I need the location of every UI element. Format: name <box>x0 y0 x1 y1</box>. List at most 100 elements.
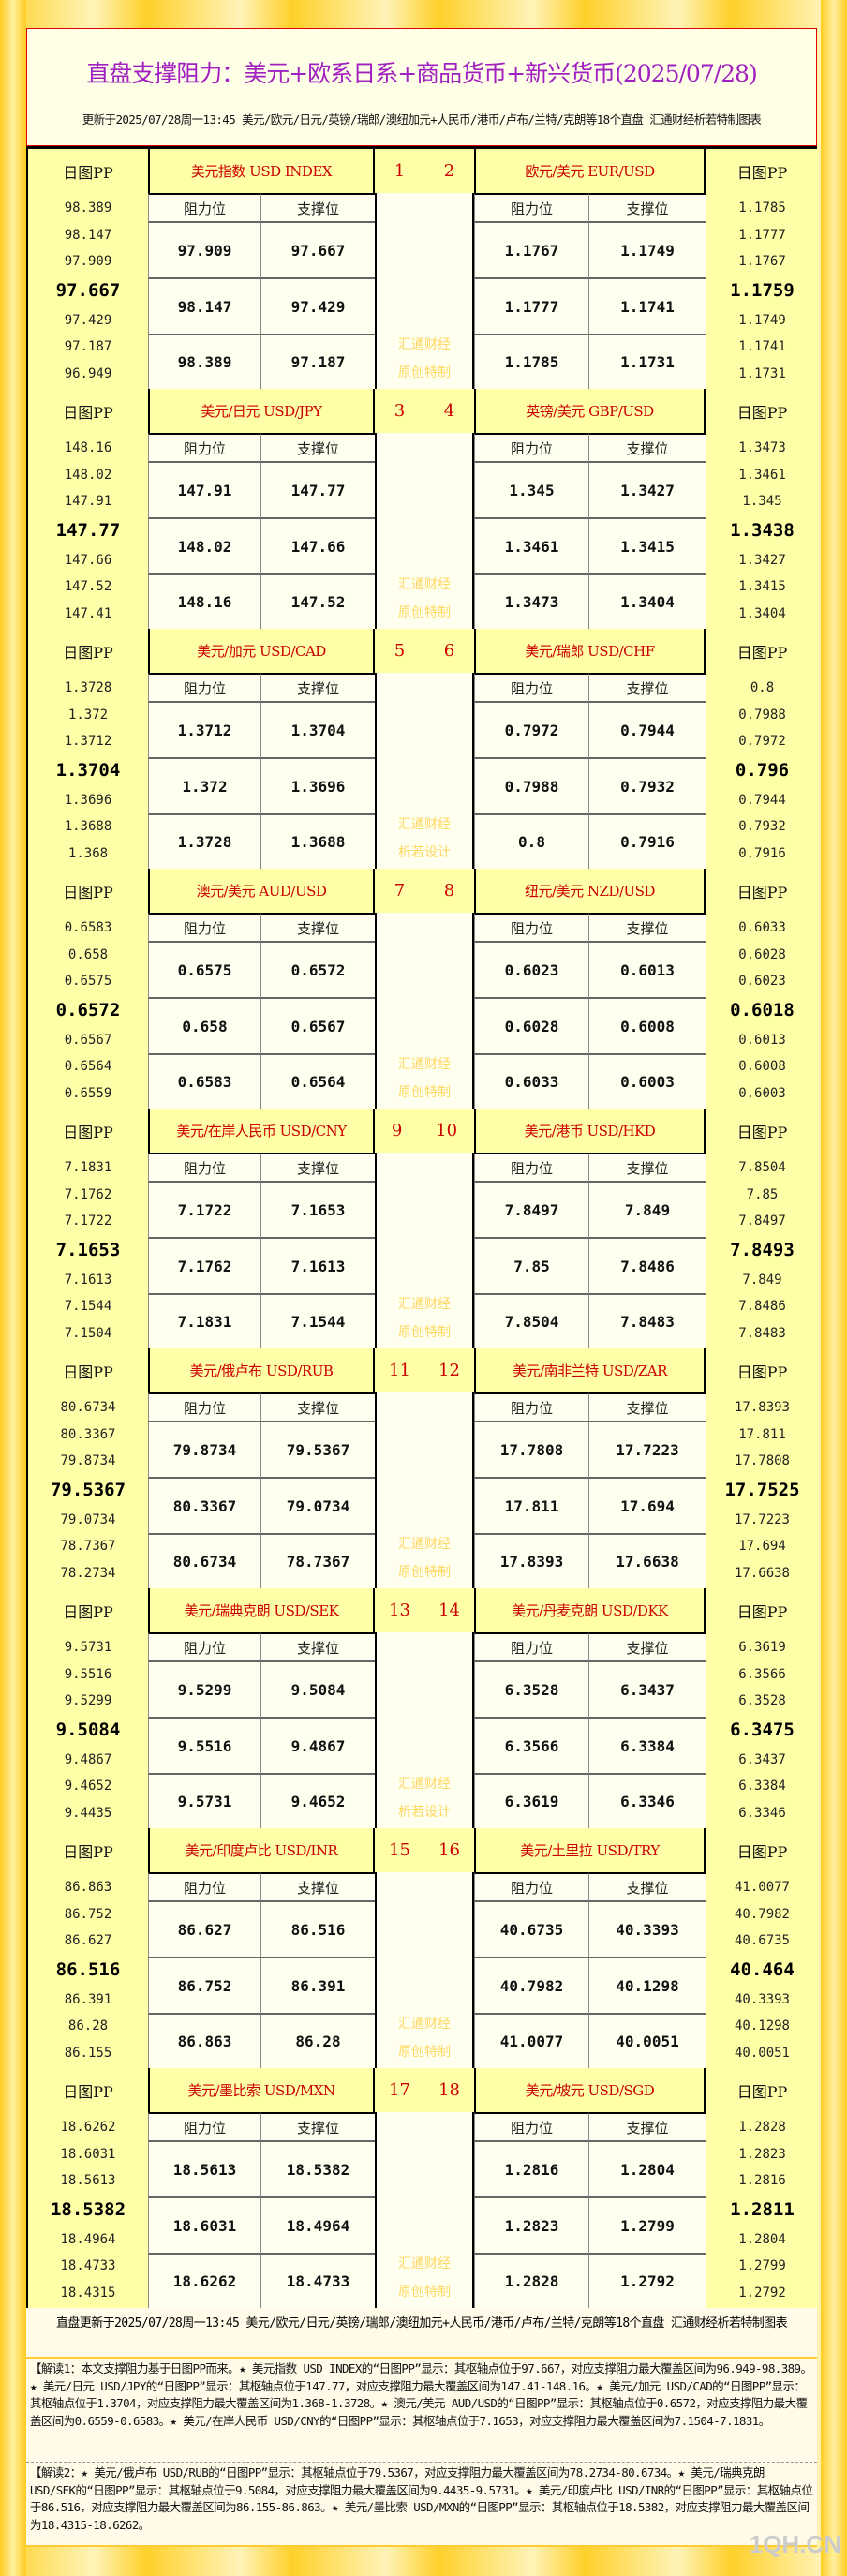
pp-level: 0.6559 <box>64 1085 112 1101</box>
pair-title: 英镑/美元 GBP/USD <box>474 389 706 433</box>
pair-title: 美元/南非兰特 USD/ZAR <box>474 1348 706 1392</box>
support-label: 支撑位 <box>588 913 706 941</box>
pair-title: 美元/俄卢布 USD/RUB <box>148 1348 375 1392</box>
pair-title: 欧元/美元 EUR/USD <box>474 149 706 193</box>
resistance-value: 0.7972 <box>474 701 588 757</box>
pp-level: 80.6734 <box>60 1400 116 1416</box>
resistance-value: 9.5516 <box>148 1717 260 1773</box>
pair-block: 日图PP 美元/瑞典克朗 USD/SEK 13 14 美元/丹麦克朗 USD/DKK 日图… <box>26 1586 819 1828</box>
pp-header: 日图PP <box>706 1109 819 1153</box>
pair-numbers: 9 10 <box>375 1109 474 1153</box>
resistance-label: 阻力位 <box>148 2112 260 2140</box>
pp-level: 7.1544 <box>64 1299 112 1315</box>
pivot-point: 147.77 <box>55 520 121 542</box>
support-value: 40.3393 <box>588 1900 706 1957</box>
support-value: 18.4964 <box>260 2196 375 2253</box>
resistance-value: 17.811 <box>474 1477 588 1533</box>
pp-level: 1.3696 <box>64 792 112 808</box>
resistance-value: 97.909 <box>148 221 260 277</box>
pp-header: 日图PP <box>706 869 819 913</box>
pp-level: 97.187 <box>64 339 112 355</box>
support-value: 0.6013 <box>588 941 706 997</box>
pp-level: 1.1785 <box>738 201 786 216</box>
support-value: 7.1653 <box>260 1181 375 1237</box>
pp-level: 7.1613 <box>64 1272 112 1288</box>
pair-block: 日图PP 美元/墨比索 USD/MXN 17 18 美元/坡元 USD/SGD 日图PP 1… <box>26 2065 819 2308</box>
support-value: 9.4652 <box>260 1773 375 1828</box>
pp-level: 0.6023 <box>738 974 786 990</box>
support-value: 78.7367 <box>260 1533 375 1588</box>
pair-number: 11 <box>389 1361 410 1380</box>
watermark-line: 析若设计 <box>398 1805 451 1820</box>
pair-number: 8 <box>443 881 455 901</box>
watermark: 汇通财经 析若设计 <box>375 1632 474 1828</box>
pp-level: 6.3528 <box>738 1693 786 1709</box>
pp-header: 日图PP <box>706 1348 819 1392</box>
pair-number: 18 <box>438 2080 460 2100</box>
support-label: 支撑位 <box>588 1392 706 1421</box>
pp-level: 6.3566 <box>738 1666 786 1682</box>
watermark: 汇通财经 原创特制 <box>375 193 474 389</box>
watermark-line: 原创特制 <box>398 1565 451 1580</box>
page-title: 直盘支撑阻力：美元+欧系日系+商品货币+新兴货币(2025/07/28) <box>86 60 757 87</box>
pair-numbers: 17 18 <box>375 2068 474 2112</box>
support-label: 支撑位 <box>260 1872 375 1900</box>
support-value: 86.516 <box>260 1900 375 1957</box>
pp-level: 41.0077 <box>734 1880 790 1896</box>
pp-level: 17.7223 <box>734 1511 790 1527</box>
pp-level: 0.6003 <box>738 1085 786 1101</box>
resistance-value: 1.3473 <box>474 573 588 629</box>
support-label: 支撑位 <box>260 1153 375 1181</box>
support-value: 7.8486 <box>588 1237 706 1293</box>
pp-header: 日图PP <box>706 2068 819 2112</box>
resistance-label: 阻力位 <box>474 1153 588 1181</box>
pp-level: 1.2816 <box>738 2173 786 2189</box>
watermark-line: 汇通财经 <box>398 2256 451 2271</box>
pair-number: 3 <box>394 401 406 421</box>
pp-level: 78.7367 <box>60 1539 116 1555</box>
resistance-value: 7.1762 <box>148 1237 260 1293</box>
resistance-value: 7.8497 <box>474 1181 588 1237</box>
pp-values: 1.2828 1.2823 1.2816 1.2811 1.2804 1.2799 1.27… <box>706 2112 819 2308</box>
pivot-point: 86.516 <box>55 1959 121 1981</box>
resistance-value: 1.1767 <box>474 221 588 277</box>
resistance-value: 80.3367 <box>148 1477 260 1533</box>
resistance-value: 9.5731 <box>148 1773 260 1828</box>
pivot-point: 7.8493 <box>730 1240 795 1261</box>
pair-title: 美元/土里拉 USD/TRY <box>474 1828 706 1872</box>
resistance-value: 1.2816 <box>474 2140 588 2196</box>
resistance-value: 41.0077 <box>474 2013 588 2068</box>
pivot-point: 40.464 <box>730 1959 795 1981</box>
site-watermark-logo: 1QH.CN <box>749 2530 841 2558</box>
support-value: 0.7932 <box>588 757 706 813</box>
pp-level: 96.949 <box>64 365 112 381</box>
pivot-point: 97.667 <box>55 280 121 302</box>
pair-number: 10 <box>436 1121 458 1140</box>
pivot-tables: 日图PP 美元指数 USD INDEX 1 2 欧元/美元 EUR/USD 日图PP 98.… <box>26 146 819 2308</box>
support-value: 7.849 <box>588 1181 706 1237</box>
watermark: 汇通财经 原创特制 <box>375 1392 474 1588</box>
pair-title: 美元/加元 USD/CAD <box>148 629 375 673</box>
support-value: 17.694 <box>588 1477 706 1533</box>
pp-level: 148.02 <box>64 467 112 483</box>
pp-header: 日图PP <box>706 389 819 433</box>
pp-level: 86.28 <box>67 2018 109 2034</box>
resistance-label: 阻力位 <box>474 1632 588 1660</box>
pp-level: 40.1298 <box>734 2018 790 2034</box>
pp-level: 80.3367 <box>60 1426 116 1442</box>
pivot-point: 79.5367 <box>50 1480 126 1501</box>
pp-level: 148.16 <box>64 440 112 456</box>
pair-numbers: 11 12 <box>375 1348 474 1392</box>
pp-header: 日图PP <box>28 1828 148 1872</box>
pp-level: 0.6575 <box>64 974 112 990</box>
frame-right <box>821 0 847 2576</box>
resistance-label: 阻力位 <box>148 1153 260 1181</box>
pivot-point: 9.5084 <box>55 1720 121 1741</box>
watermark-line: 原创特制 <box>398 1085 451 1100</box>
support-value: 0.6572 <box>260 941 375 997</box>
watermark-line: 汇通财经 <box>398 1777 451 1792</box>
pp-values: 0.8 0.7988 0.7972 0.796 0.7944 0.7932 0.7916 <box>706 673 819 869</box>
pair-title: 美元/日元 USD/JPY <box>148 389 375 433</box>
support-value: 1.1741 <box>588 277 706 334</box>
pp-level: 0.6028 <box>738 946 786 962</box>
